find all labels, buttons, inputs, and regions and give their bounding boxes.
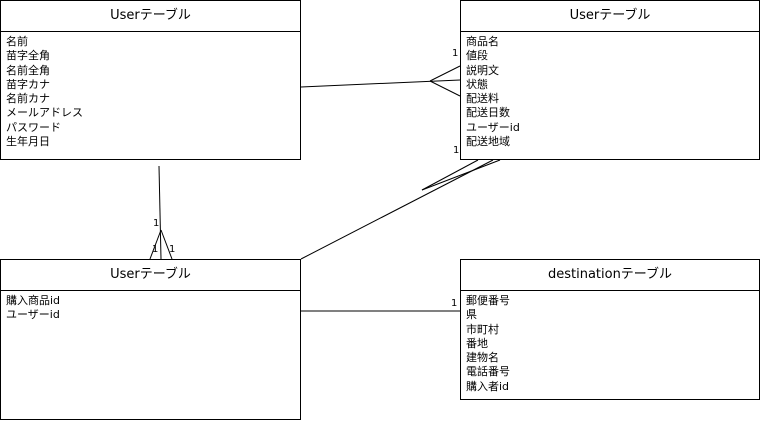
entity-field: 商品名 (466, 35, 499, 48)
crowfoot-prong (160, 229, 173, 260)
entity-purchase-table[interactable]: Userテーブル 購入商品id ユーザーid (0, 259, 301, 420)
entity-field: 値段 (466, 49, 488, 63)
crowfoot-prong (421, 159, 501, 191)
entity-field: ユーザーid (466, 120, 520, 134)
entity-field: パスワード (6, 120, 61, 134)
entity-item-table[interactable]: Userテーブル 商品名 値段 説明文 状態 配送料 配送日数 ユーザーid 配… (460, 0, 760, 160)
cardinality-label: 1 (153, 218, 159, 229)
cardinality-label: 1 (169, 244, 175, 255)
crowfoot-prong (429, 65, 461, 82)
entity-field: 配送料 (466, 92, 499, 106)
entity-fields: 商品名 値段 説明文 状態 配送料 配送日数 ユーザーid 配送地域 (461, 32, 759, 152)
entity-field: 苗字全角 (6, 49, 50, 63)
entity-field: 建物名 (466, 351, 499, 365)
entity-field: 名前カナ (6, 92, 50, 106)
cardinality-label: 1 (453, 145, 459, 156)
crowfoot-prong (149, 229, 162, 260)
entity-field: 苗字カナ (6, 77, 50, 91)
entity-field: 配送日数 (466, 106, 510, 120)
entity-field: 状態 (466, 77, 488, 91)
entity-field: メールアドレス (6, 106, 83, 120)
entity-field: 市町村 (466, 322, 499, 336)
entity-field: 県 (466, 308, 477, 322)
entity-title: Userテーブル (1, 260, 300, 291)
entity-destination-table[interactable]: destinationテーブル 郵便番号 県 市町村 番地 建物名 電話番号 購… (460, 259, 760, 400)
relation-user-item (300, 65, 461, 97)
entity-title: Userテーブル (461, 1, 759, 32)
entity-field: 名前 (6, 35, 28, 48)
cardinality-label: 1 (452, 48, 458, 59)
relation-line (300, 159, 494, 260)
entity-field: 電話番号 (466, 365, 510, 379)
entity-field: 生年月日 (6, 135, 50, 149)
relation-line (158, 165, 162, 260)
cardinality-label: 1 (451, 298, 457, 309)
entity-fields: 購入商品id ユーザーid (1, 291, 300, 326)
entity-user-table[interactable]: Userテーブル 名前 苗字全角 名前全角 苗字カナ 名前カナ メールアドレス … (0, 0, 301, 160)
entity-field: 購入者id (466, 379, 510, 393)
entity-field: 購入商品id (6, 294, 61, 307)
entity-field: ユーザーid (6, 308, 60, 322)
entity-field: 番地 (466, 336, 488, 350)
entity-fields: 名前 苗字全角 名前全角 苗字カナ 名前カナ メールアドレス パスワード 生年月… (1, 32, 300, 152)
entity-title: destinationテーブル (461, 260, 759, 291)
entity-field: 配送地域 (466, 135, 510, 149)
relation-line (300, 79, 461, 88)
cardinality-label: 1 (152, 244, 158, 255)
crowfoot-prong (421, 159, 479, 191)
crowfoot-prong (429, 80, 461, 97)
entity-field: 郵便番号 (466, 294, 510, 307)
relation-user-purchase (149, 165, 173, 260)
entity-fields: 郵便番号 県 市町村 番地 建物名 電話番号 購入者id (461, 291, 759, 397)
entity-title: Userテーブル (1, 1, 300, 32)
entity-field: 名前全角 (6, 63, 50, 77)
entity-field: 説明文 (466, 63, 499, 77)
relation-item-purchase (300, 159, 501, 260)
